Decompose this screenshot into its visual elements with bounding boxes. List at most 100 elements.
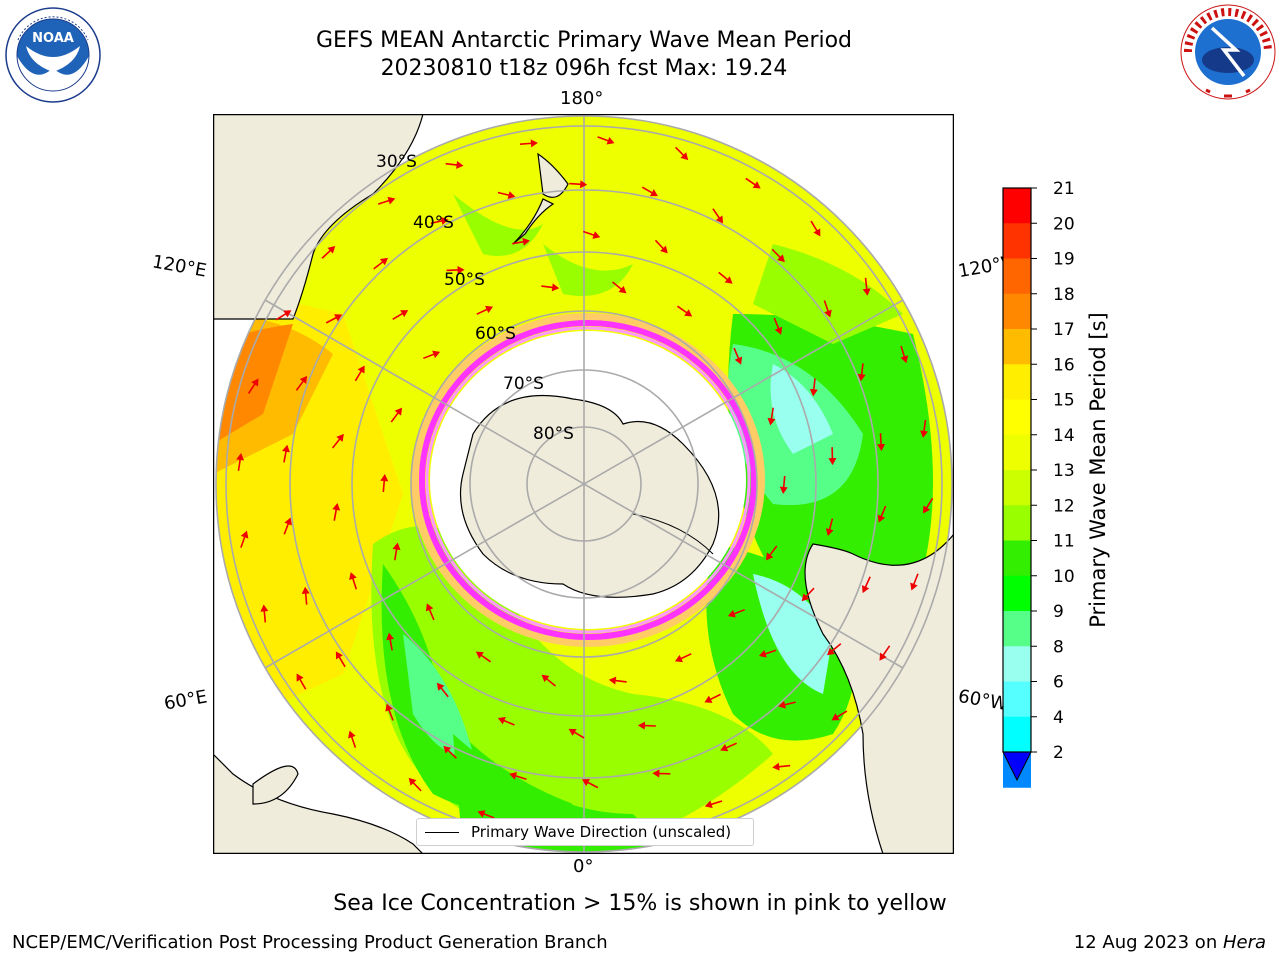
wave-direction-arrow <box>825 518 834 536</box>
wave-direction-arrow <box>857 363 866 382</box>
colorbar-swatch <box>1003 293 1031 330</box>
australia-land <box>213 114 424 320</box>
wave-direction-arrow <box>477 810 495 819</box>
sea-ice-note: Sea Ice Concentration > 15% is shown in … <box>333 891 947 916</box>
wave-direction-arrow <box>862 277 871 296</box>
madagascar-land <box>252 765 299 805</box>
wave-direction-arrow <box>386 632 395 651</box>
wave-direction-arrow <box>675 146 689 161</box>
wave-direction-arrow <box>509 772 527 780</box>
wave-direction-arrow <box>900 345 909 364</box>
wave-direction-arrow <box>922 497 934 514</box>
colorbar-tick-label: 8 <box>1053 637 1064 657</box>
noaa-logo: NOAA <box>5 7 101 103</box>
map-legend: Primary Wave Direction (unscaled) <box>416 818 754 846</box>
wave-direction-arrow <box>910 573 919 591</box>
wave-direction-arrow <box>348 730 357 748</box>
wave-direction-arrow <box>445 160 464 169</box>
wave-direction-arrow <box>569 180 588 189</box>
map-canvas <box>212 113 955 855</box>
wave-direction-arrow <box>392 310 409 320</box>
chart-subtitle-run-info: 20230810 t18z 096h fcst Max: 19.24 <box>380 56 788 81</box>
wave-direction-arrow <box>879 645 891 661</box>
wave-direction-arrow <box>720 742 737 752</box>
wave-direction-arrow <box>392 542 401 561</box>
colorbar-tick-label: 13 <box>1053 461 1075 481</box>
colorbar-tick-label: 2 <box>1053 743 1064 763</box>
wave-direction-arrow <box>704 800 723 809</box>
wave-direction-arrow <box>704 693 721 703</box>
wave-direction-arrows <box>236 136 934 834</box>
footer-date: 12 Aug 2023 on Hera <box>1074 932 1266 953</box>
wave-direction-arrow <box>810 220 821 237</box>
wave-direction-arrow <box>608 676 627 685</box>
wave-direction-arrow <box>325 314 343 324</box>
colorbar-swatch <box>1003 646 1031 682</box>
lon-label-60e: 60°E <box>162 686 209 715</box>
wave-direction-arrow <box>373 257 388 270</box>
wave-direction-arrow <box>301 586 310 605</box>
colorbar-tick-label: 20 <box>1053 214 1075 234</box>
colorbar-tick-label: 9 <box>1053 602 1064 622</box>
colorbar-swatch <box>1003 258 1031 295</box>
colorbar-tick-label: 21 <box>1053 180 1075 199</box>
wave-direction-arrow <box>260 604 269 623</box>
wave-direction-arrow <box>861 576 871 594</box>
colorbar-swatch <box>1003 575 1031 612</box>
wave-direction-arrow <box>581 778 599 789</box>
wave-direction-arrow <box>331 433 344 449</box>
wave-direction-arrow <box>390 407 403 423</box>
colorbar-tick-label: 17 <box>1053 320 1075 340</box>
colorbar-swatch <box>1003 470 1031 506</box>
wave-direction-arrow <box>727 608 745 618</box>
colorbar-swatch <box>1003 188 1031 224</box>
wave-direction-arrow <box>654 239 668 254</box>
wave-direction-arrow <box>767 407 776 426</box>
colorbar-swatch <box>1003 716 1031 753</box>
colorbar-tick-label: 12 <box>1053 496 1075 516</box>
wave-direction-arrow <box>597 136 615 145</box>
sea-ice-edge <box>411 313 765 647</box>
wave-direction-arrow <box>823 300 832 318</box>
wave-direction-arrow <box>295 375 308 391</box>
wave-direction-arrow <box>283 517 292 535</box>
wave-direction-arrow <box>877 433 886 452</box>
wave-direction-arrow <box>831 710 848 721</box>
colorbar-swatch <box>1003 434 1031 471</box>
wave-direction-arrow <box>425 603 435 621</box>
wave-direction-arrow <box>380 474 389 493</box>
wave-direction-arrow <box>436 682 449 698</box>
lat-label-40s: 40°S <box>413 213 454 233</box>
chart-title: GEFS MEAN Antarctic Primary Wave Mean Pe… <box>315 28 853 53</box>
new-zealand-land <box>512 152 569 245</box>
wave-direction-arrow <box>408 777 422 792</box>
colorbar-tick-label: 18 <box>1053 285 1075 305</box>
wave-direction-arrow <box>674 653 692 663</box>
wave-direction-arrow <box>475 651 492 663</box>
wave-direction-arrow <box>772 762 791 771</box>
wave-direction-arrow <box>497 191 516 200</box>
wave-direction-arrow <box>801 587 815 602</box>
polar-map[interactable] <box>212 113 955 855</box>
colorbar-swatch <box>1003 223 1031 259</box>
wave-direction-arrow <box>779 475 788 494</box>
colorbar-tick-label: 10 <box>1053 567 1075 587</box>
wave-direction-arrow <box>778 700 796 709</box>
colorbar-label: Primary Wave Mean Period [s] <box>1086 312 1110 628</box>
colorbar-swatch <box>1003 329 1031 365</box>
colorbar-tick-label: 6 <box>1053 673 1064 693</box>
wave-direction-arrow <box>519 139 538 148</box>
wave-direction-arrow <box>712 208 724 224</box>
colorbar-swatch <box>1003 540 1031 577</box>
wave-direction-arrow <box>541 283 560 292</box>
wave-direction-arrow <box>771 248 785 263</box>
wave-direction-arrow <box>321 245 336 259</box>
footer-date-text: 12 Aug 2023 on <box>1073 932 1223 953</box>
wave-direction-arrow <box>568 728 585 739</box>
wave-direction-arrow <box>582 230 601 239</box>
wave-direction-arrow <box>446 265 465 274</box>
colorbar-tick-label: 19 <box>1053 250 1075 270</box>
colorbar-swatch <box>1003 364 1031 400</box>
wave-direction-arrow <box>443 745 457 759</box>
lon-label-180: 180° <box>560 88 604 109</box>
